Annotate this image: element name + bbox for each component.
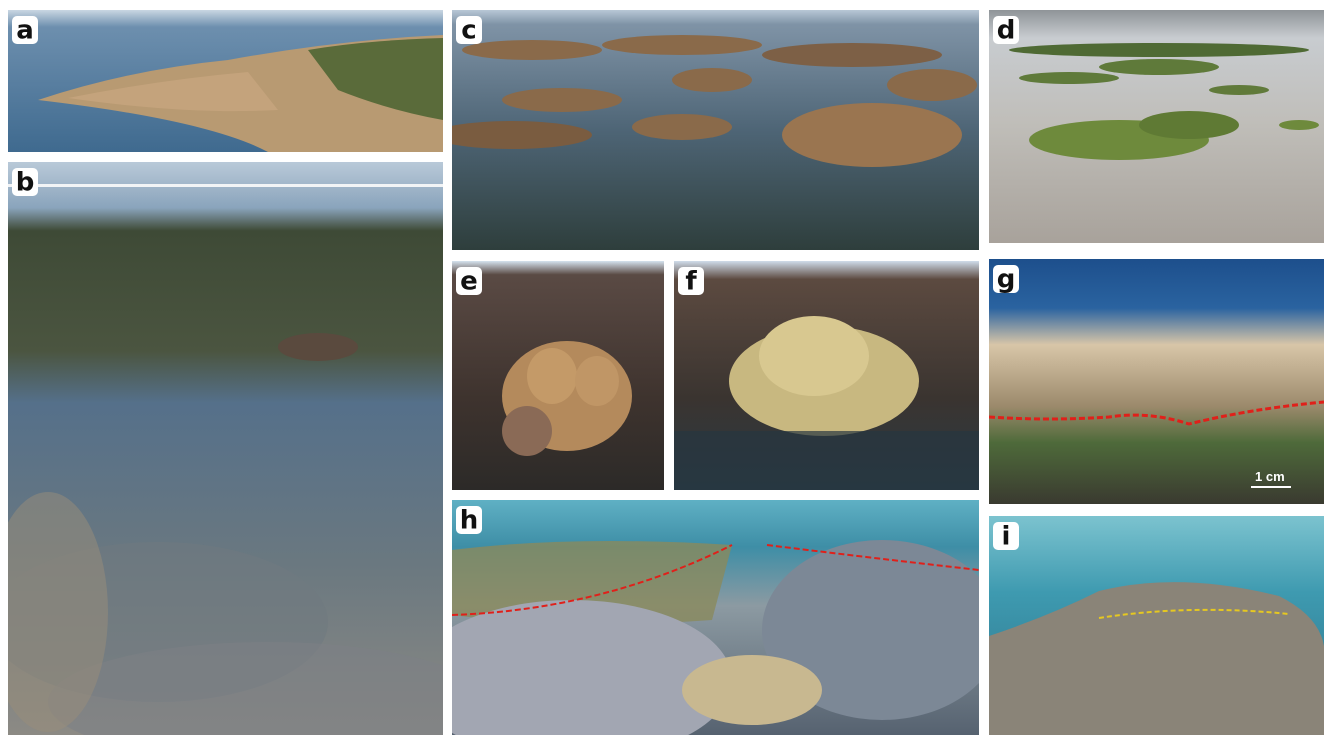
panel-label: g <box>997 265 1016 295</box>
panel-label-box <box>456 267 482 295</box>
photo-c <box>452 10 979 250</box>
panel-label: d <box>997 16 1016 46</box>
panel-label-box <box>993 265 1019 293</box>
photo-f <box>674 261 979 490</box>
panel-label-box <box>456 506 482 534</box>
photo-b <box>8 162 443 735</box>
photo-i <box>989 516 1324 735</box>
panel-label-box <box>993 16 1019 44</box>
panel-labels: a b c d e f g h i <box>12 16 1019 552</box>
panel-label: a <box>16 16 34 46</box>
panel-label: h <box>460 506 479 536</box>
panel-label-box <box>456 16 482 44</box>
panel-label: f <box>685 267 697 297</box>
photo-a <box>8 10 443 152</box>
scale-bar-label: 1 cm <box>1255 469 1285 484</box>
photo-e <box>452 261 664 490</box>
panel-label: c <box>461 16 476 46</box>
panel-label-box <box>12 168 38 196</box>
photo-g: 1 cm <box>989 259 1324 504</box>
photo-d <box>989 10 1324 243</box>
photo-h <box>452 500 979 735</box>
panel-label: b <box>16 168 35 198</box>
panel-label-box <box>678 267 704 295</box>
panel-label: e <box>460 267 478 297</box>
panel-label: i <box>1002 522 1011 552</box>
panel-label-box <box>993 522 1019 550</box>
panel-label-box <box>12 16 38 44</box>
